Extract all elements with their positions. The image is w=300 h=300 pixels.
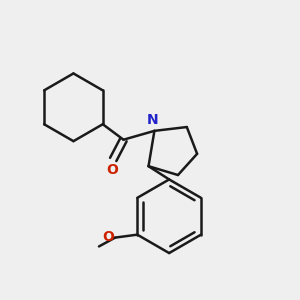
Text: O: O	[106, 163, 118, 177]
Text: O: O	[103, 230, 115, 244]
Text: N: N	[147, 113, 159, 127]
